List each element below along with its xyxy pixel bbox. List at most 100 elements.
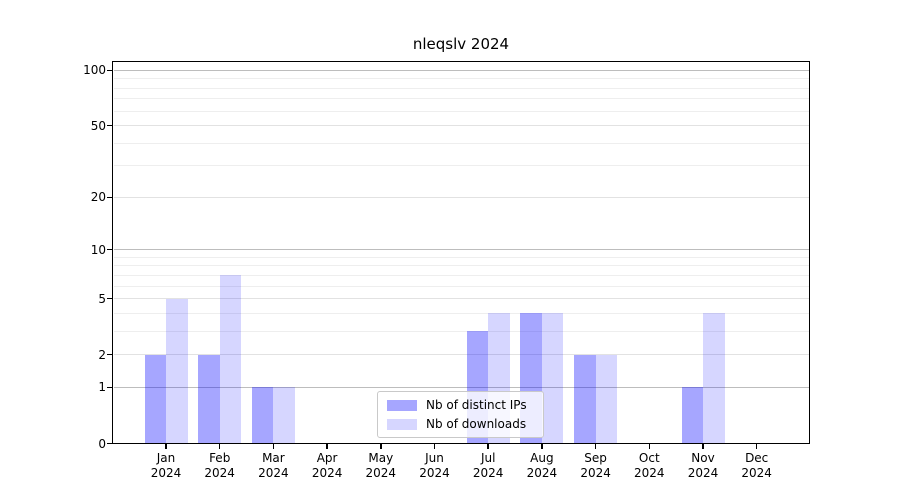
x-tick-year: 2024: [204, 466, 235, 480]
x-tick-year: 2024: [526, 466, 558, 480]
y-minor-gridline: [114, 285, 809, 287]
bar-distinct-ips: [681, 387, 703, 444]
y-minor-gridline: [114, 87, 809, 89]
y-minor-gridline: [114, 265, 809, 267]
y-tick-mark: [107, 69, 113, 72]
y-minor-gridline: [114, 78, 809, 80]
legend-swatch-downloads: [387, 418, 417, 430]
x-tick-label: Sep 2024: [566, 451, 626, 481]
x-tick-year: 2024: [472, 466, 504, 480]
x-tick-month: Jan: [156, 451, 176, 465]
x-tick-year: 2024: [150, 466, 182, 480]
bar-distinct-ips: [144, 354, 166, 444]
x-tick-month: Jun: [425, 451, 444, 465]
x-tick-year: 2024: [741, 466, 772, 480]
x-tick-label: Aug 2024: [512, 451, 572, 481]
x-tick-mark: [380, 444, 382, 449]
chart-title: nleqslv 2024: [412, 35, 510, 53]
x-tick-mark: [755, 444, 758, 449]
legend-row-downloads: Nb of downloads: [387, 417, 534, 431]
x-tick-year: 2024: [634, 466, 665, 480]
y-tick-mark: [107, 297, 113, 300]
x-tick-year: 2024: [258, 466, 289, 480]
x-tick-month: Oct: [638, 451, 660, 465]
y-tick-label: 5: [98, 291, 106, 306]
x-tick-month: May: [368, 451, 394, 465]
y-minor-gridline: [114, 274, 809, 276]
y-tick-mark: [107, 353, 113, 356]
y-minor-gridline: [114, 142, 809, 144]
y-gridline: [114, 69, 809, 71]
y-minor-gridline: [114, 110, 809, 112]
x-tick-month: Aug: [530, 451, 554, 465]
x-tick-mark: [487, 444, 489, 449]
legend-label-downloads: Nb of downloads: [426, 417, 527, 431]
y-minor-gridline: [114, 256, 809, 258]
y-tick-mark: [107, 248, 113, 251]
bar-downloads: [219, 275, 242, 444]
y-gridline: [114, 125, 809, 127]
x-tick-mark: [272, 444, 275, 449]
x-tick-mark: [648, 444, 651, 449]
legend-swatch-distinct-ips: [387, 399, 417, 411]
x-tick-label: Dec 2024: [727, 451, 787, 481]
y-gridline: [114, 386, 809, 388]
y-tick-label: 20: [90, 190, 106, 205]
x-tick-label: Feb 2024: [190, 451, 250, 481]
y-gridline: [114, 354, 809, 356]
x-tick-month: Mar: [262, 451, 285, 465]
bar-downloads: [541, 313, 564, 444]
x-tick-label: Jan 2024: [136, 451, 196, 481]
x-tick-year: 2024: [687, 466, 719, 480]
x-tick-month: Apr: [316, 451, 338, 465]
y-tick-label: 0: [98, 436, 106, 451]
x-tick-year: 2024: [311, 466, 343, 480]
y-gridline: [114, 196, 809, 198]
y-tick-mark: [107, 196, 113, 199]
x-tick-year: 2024: [580, 466, 611, 480]
x-tick-mark: [218, 444, 221, 449]
x-tick-label: May 2024: [351, 451, 411, 481]
bar-distinct-ips: [251, 387, 274, 444]
x-tick-month: Dec: [745, 451, 769, 465]
x-tick-month: Jul: [480, 451, 496, 465]
y-gridline: [114, 298, 809, 300]
bar-downloads: [273, 387, 295, 444]
bar-downloads: [166, 298, 188, 444]
x-tick-mark: [326, 444, 328, 449]
x-tick-mark: [165, 444, 167, 449]
x-tick-year: 2024: [419, 466, 450, 480]
bar-downloads: [703, 313, 725, 444]
x-tick-mark: [594, 444, 597, 449]
y-minor-gridline: [114, 165, 809, 167]
x-tick-month: Nov: [691, 451, 715, 465]
y-tick-mark: [107, 124, 113, 127]
legend-label-distinct-ips: Nb of distinct IPs: [426, 398, 527, 412]
x-tick-label: Oct 2024: [619, 451, 679, 481]
x-tick-label: Jul 2024: [458, 451, 518, 481]
legend: Nb of distinct IPs Nb of downloads: [377, 391, 544, 438]
y-tick-label: 10: [90, 242, 106, 257]
y-tick-mark: [107, 386, 113, 389]
bar-distinct-ips: [198, 354, 220, 444]
x-tick-label: Nov 2024: [673, 451, 733, 481]
x-tick-label: Apr 2024: [297, 451, 357, 481]
x-tick-mark: [433, 444, 436, 449]
legend-row-distinct-ips: Nb of distinct IPs: [387, 398, 534, 412]
x-tick-month: Feb: [209, 451, 231, 465]
y-minor-gridline: [114, 98, 809, 100]
x-tick-mark: [541, 444, 543, 449]
bar-distinct-ips: [574, 354, 596, 444]
y-minor-gridline: [114, 312, 809, 314]
x-tick-label: Mar 2024: [243, 451, 303, 481]
x-tick-month: Sep: [584, 451, 607, 465]
y-tick-label: 2: [98, 347, 106, 362]
x-tick-mark: [702, 444, 704, 449]
y-tick-label: 50: [90, 118, 106, 133]
y-tick-mark: [107, 442, 113, 445]
x-tick-label: Jun 2024: [405, 451, 465, 481]
y-tick-label: 1: [98, 380, 106, 395]
